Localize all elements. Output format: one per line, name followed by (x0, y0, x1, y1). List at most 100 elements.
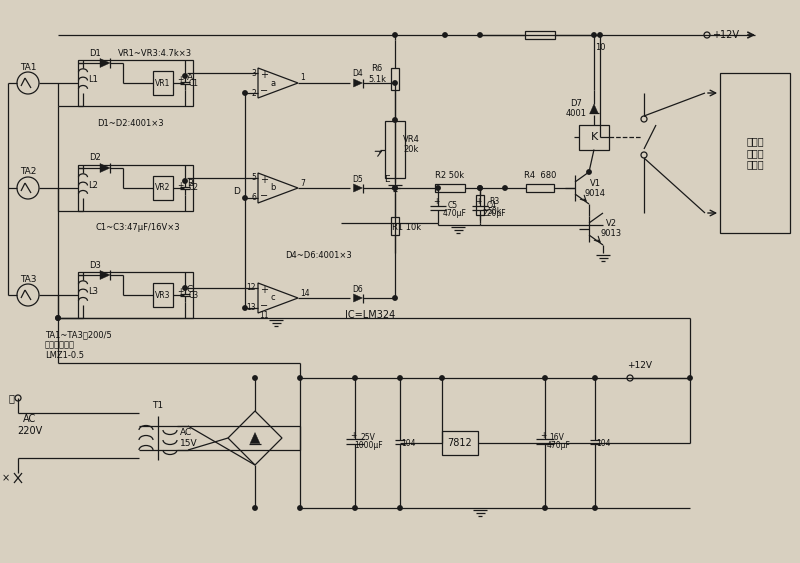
Text: 9014: 9014 (585, 189, 606, 198)
Text: −: − (260, 301, 268, 311)
Polygon shape (354, 79, 362, 87)
Circle shape (243, 91, 247, 95)
Text: VR4
20k: VR4 20k (402, 135, 419, 154)
Polygon shape (100, 270, 110, 279)
Text: D2: D2 (89, 154, 101, 163)
Text: +12V: +12V (712, 30, 739, 40)
Text: ×: × (2, 473, 10, 483)
Circle shape (353, 376, 357, 380)
Text: C3: C3 (189, 291, 199, 300)
Text: C4: C4 (487, 200, 497, 209)
Bar (579, 124, 609, 150)
Text: TA1~TA3为200/5: TA1~TA3为200/5 (45, 330, 112, 339)
Circle shape (182, 179, 187, 183)
Text: D4: D4 (353, 69, 363, 78)
Circle shape (478, 186, 482, 190)
Text: 16V: 16V (550, 432, 565, 441)
Circle shape (393, 186, 398, 190)
Text: +: + (540, 431, 546, 440)
Text: 1: 1 (300, 74, 305, 83)
Bar (78, 165, 193, 211)
Text: TA2: TA2 (20, 168, 36, 176)
Text: C: C (187, 285, 193, 294)
Text: +: + (260, 175, 268, 185)
Text: TA3: TA3 (20, 275, 36, 284)
Bar (153, 283, 173, 307)
Text: B: B (187, 178, 193, 187)
Circle shape (393, 33, 398, 37)
Polygon shape (100, 163, 110, 172)
Circle shape (593, 506, 597, 510)
Text: C5: C5 (448, 200, 458, 209)
Text: b: b (270, 184, 276, 193)
Text: +: + (177, 288, 183, 297)
Bar (391, 217, 399, 235)
Circle shape (586, 170, 591, 174)
Text: VR1~VR3:4.7k×3: VR1~VR3:4.7k×3 (118, 48, 192, 57)
Text: R1 10k: R1 10k (393, 224, 422, 233)
Text: +: + (260, 285, 268, 295)
Circle shape (353, 506, 357, 510)
Polygon shape (250, 432, 260, 444)
Text: R6
5.1k: R6 5.1k (368, 64, 386, 84)
Text: V2: V2 (606, 220, 617, 229)
Circle shape (440, 376, 444, 380)
Circle shape (542, 376, 547, 380)
Circle shape (182, 74, 187, 78)
Circle shape (243, 196, 247, 200)
Text: 14: 14 (300, 288, 310, 297)
Bar (525, 31, 555, 39)
Text: 13: 13 (246, 303, 256, 312)
Polygon shape (354, 294, 362, 302)
Circle shape (298, 506, 302, 510)
Circle shape (398, 376, 402, 380)
Circle shape (478, 186, 482, 190)
Text: D1~D2:4001×3: D1~D2:4001×3 (97, 118, 163, 127)
Circle shape (56, 316, 60, 320)
Text: +: + (177, 75, 183, 84)
Text: 5: 5 (251, 173, 256, 182)
Text: C2: C2 (189, 184, 199, 193)
Circle shape (598, 33, 602, 37)
Circle shape (503, 186, 507, 190)
Text: 的电流互感器: 的电流互感器 (45, 341, 75, 350)
Text: K: K (590, 132, 598, 142)
Text: A: A (187, 74, 193, 83)
Text: AC
220V: AC 220V (18, 414, 42, 436)
Circle shape (253, 506, 258, 510)
Text: T1: T1 (153, 401, 163, 410)
Circle shape (393, 81, 398, 85)
Text: 9013: 9013 (601, 230, 622, 239)
Text: −: − (260, 86, 268, 96)
Circle shape (393, 118, 398, 122)
Bar (153, 71, 173, 95)
Text: VR2: VR2 (155, 184, 170, 193)
Text: D6: D6 (353, 284, 363, 293)
Text: L3: L3 (88, 288, 98, 297)
Text: +: + (260, 70, 268, 80)
Text: 2: 2 (251, 88, 256, 97)
Text: R4  680: R4 680 (524, 172, 556, 181)
Text: 12: 12 (246, 284, 256, 293)
Text: 104: 104 (401, 439, 415, 448)
Text: D1: D1 (89, 48, 101, 57)
Circle shape (393, 186, 398, 190)
Circle shape (253, 376, 258, 380)
Bar (435, 184, 465, 192)
Text: 220μF: 220μF (482, 208, 506, 217)
Text: L1: L1 (88, 75, 98, 84)
Bar (78, 60, 193, 106)
Circle shape (182, 286, 187, 290)
Text: 3: 3 (251, 69, 256, 78)
Text: 1000μF: 1000μF (354, 440, 383, 449)
Text: L2: L2 (88, 181, 98, 190)
Text: E: E (384, 176, 390, 185)
Polygon shape (100, 59, 110, 68)
Text: D7
4001: D7 4001 (566, 99, 586, 118)
Polygon shape (354, 184, 362, 192)
Text: VR1: VR1 (155, 78, 170, 87)
Circle shape (478, 33, 482, 37)
Bar (385, 121, 405, 178)
Text: −: − (260, 191, 268, 201)
Bar (78, 272, 193, 318)
